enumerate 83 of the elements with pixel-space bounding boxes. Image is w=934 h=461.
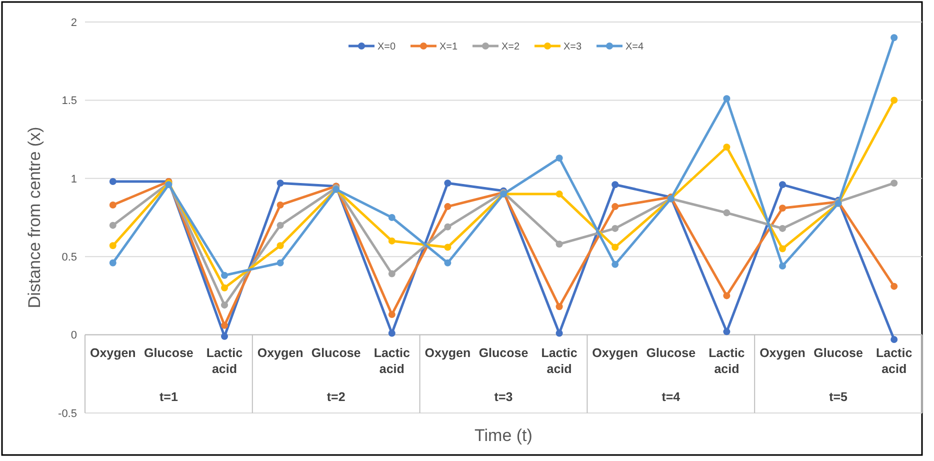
point xyxy=(890,336,898,343)
y-tick-label: 1 xyxy=(70,173,77,186)
point xyxy=(444,223,452,230)
point xyxy=(779,181,786,188)
point xyxy=(109,201,116,208)
annotation: t=4 xyxy=(662,390,680,404)
legend-label: X=0 xyxy=(378,42,396,52)
x-tick-label: Lactic acid xyxy=(206,346,243,376)
point xyxy=(556,154,563,162)
point xyxy=(221,272,228,279)
point xyxy=(556,240,563,248)
point xyxy=(388,270,396,278)
point xyxy=(109,178,116,186)
legend-label: X=1 xyxy=(440,42,458,52)
point xyxy=(612,181,619,188)
x-tick-label: Glucose xyxy=(478,346,528,360)
x-tick-label: Oxygen xyxy=(592,346,638,360)
point xyxy=(388,330,396,337)
point xyxy=(221,302,228,309)
y-axis-title: Distance from centre (x) xyxy=(25,126,44,308)
annotation: t=5 xyxy=(829,390,848,404)
point xyxy=(723,292,730,300)
annotation: t=1 xyxy=(159,390,178,404)
annotation: t=3 xyxy=(494,390,513,404)
x-tick-label: Lactic acid xyxy=(876,346,912,376)
point xyxy=(723,95,730,102)
x-tick-label: Lactic acid xyxy=(708,346,745,376)
point xyxy=(109,222,116,229)
point xyxy=(890,180,898,187)
x-tick-label: Lactic acid xyxy=(541,346,578,376)
point xyxy=(723,209,730,216)
point xyxy=(444,203,452,210)
point xyxy=(890,96,898,104)
point xyxy=(556,330,563,337)
point xyxy=(109,259,116,266)
point xyxy=(556,190,563,198)
x-tick-label: Oxygen xyxy=(760,346,806,360)
x-tick-label: Glucose xyxy=(814,346,864,360)
point xyxy=(612,260,619,268)
y-tick-label: 2 xyxy=(70,16,77,29)
x-axis-title: Time (t) xyxy=(474,426,532,445)
point xyxy=(276,222,284,229)
point xyxy=(612,244,619,251)
x-tick-label: Oxygen xyxy=(424,346,471,360)
point xyxy=(388,214,396,221)
legend-label: X=4 xyxy=(626,42,644,52)
x-tick-label: Lactic acid xyxy=(374,346,410,376)
x-tick-label: Glucose xyxy=(311,346,361,360)
point xyxy=(556,303,563,310)
legend-label: X=2 xyxy=(502,42,520,52)
x-tick-label: Glucose xyxy=(144,346,194,360)
point xyxy=(388,237,396,244)
point xyxy=(109,242,116,250)
point xyxy=(221,284,228,292)
point xyxy=(779,204,786,212)
y-tick-label: 1.5 xyxy=(62,95,77,108)
x-tick-label: Glucose xyxy=(646,346,696,360)
y-tick-label: -0.5 xyxy=(58,408,77,420)
point xyxy=(612,224,619,232)
point xyxy=(388,310,396,318)
y-tick-label: 0 xyxy=(70,330,77,342)
point xyxy=(444,259,452,266)
point xyxy=(779,245,786,252)
x-tick-label: Oxygen xyxy=(90,346,136,360)
point xyxy=(779,262,786,270)
point xyxy=(723,144,730,151)
point xyxy=(890,282,898,290)
point xyxy=(276,242,284,250)
point xyxy=(276,259,284,266)
point xyxy=(221,322,228,329)
point xyxy=(276,180,284,187)
y-tick-label: 0.5 xyxy=(62,251,77,264)
point xyxy=(221,332,228,340)
point xyxy=(779,224,786,232)
point xyxy=(276,201,284,208)
legend-label: X=3 xyxy=(564,42,582,52)
x-tick-label: Oxygen xyxy=(257,346,304,360)
annotation: t=2 xyxy=(326,390,346,404)
point xyxy=(444,244,452,251)
point xyxy=(444,180,452,187)
point xyxy=(890,34,898,42)
point xyxy=(723,328,730,336)
point xyxy=(612,203,619,210)
